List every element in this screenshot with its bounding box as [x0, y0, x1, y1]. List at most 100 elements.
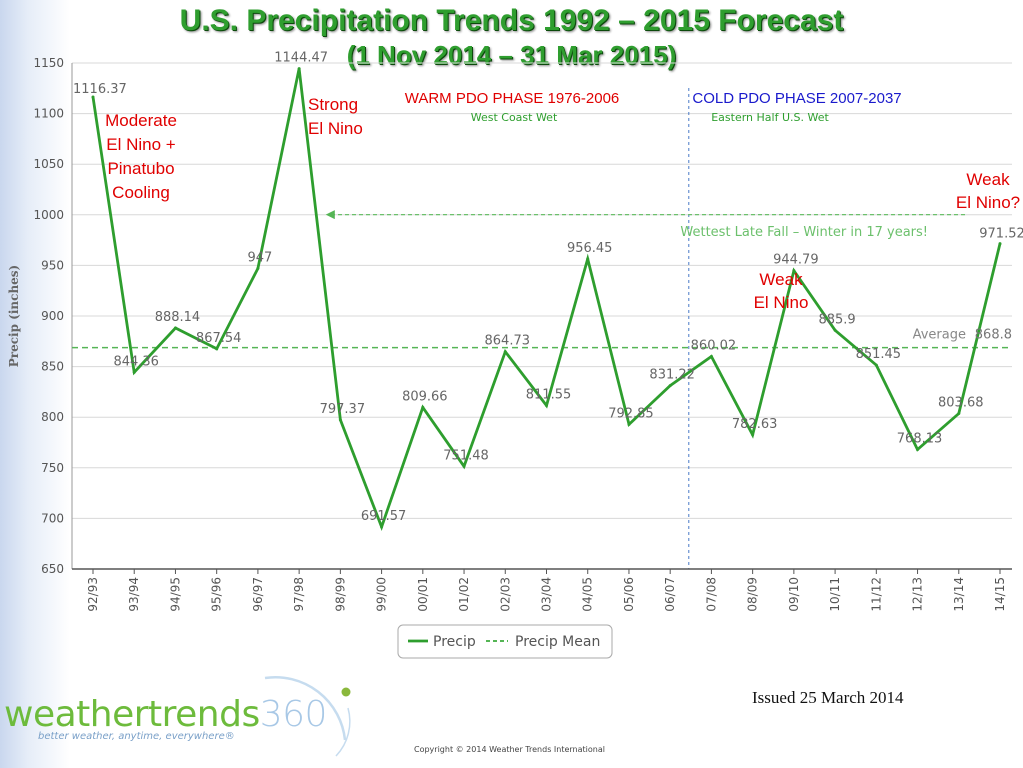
y-tick-label: 800 [41, 410, 64, 424]
logo-word: weathertrends [4, 694, 260, 735]
x-tick-label: 94/95 [168, 577, 182, 612]
y-tick-label: 850 [41, 360, 64, 374]
annotation-strong-el-nino: Strong [308, 95, 358, 114]
wettest-annotation: Wettest Late Fall – Winter in 17 years! [680, 225, 928, 240]
annotation-weak-el-nino: El Nino [754, 293, 809, 312]
precip-point [586, 257, 590, 261]
x-tick-label: 10/11 [828, 577, 842, 612]
data-label: 803.68 [938, 395, 984, 410]
precip-point [338, 418, 342, 422]
precip-series-line [91, 68, 1002, 531]
x-tick-label: 13/14 [952, 577, 966, 612]
precip-point [874, 363, 878, 367]
x-tick-label: 99/00 [375, 577, 389, 612]
data-label: 691.57 [361, 509, 407, 524]
x-tick-label: 96/97 [251, 577, 265, 612]
y-tick-label: 1000 [33, 208, 64, 222]
precip-point [792, 269, 796, 273]
warm-pdo-sub-label: West Coast Wet [471, 111, 558, 124]
data-label: 831.22 [649, 368, 695, 383]
y-tick-label: 950 [41, 258, 64, 272]
data-label: 792.85 [608, 406, 654, 421]
annotation-strong-el-nino: El Nino [308, 119, 363, 138]
logo-number: 360 [259, 694, 328, 735]
legend-precip-label: Precip [433, 634, 476, 650]
precip-point [833, 328, 837, 332]
cold-pdo-phase-label: COLD PDO PHASE 2007-2037 [692, 90, 901, 107]
precip-point [462, 464, 466, 468]
precip-point [916, 447, 920, 451]
chart-subtitle: (1 Nov 2014 – 31 Mar 2015) [346, 40, 677, 70]
data-label: 844.36 [113, 354, 159, 369]
precip-point [132, 370, 136, 374]
precip-point [380, 525, 384, 529]
data-label: 888.14 [155, 310, 201, 325]
annotation-weak-el-nino: Weak [759, 270, 803, 289]
annotation-moderate-el-nino: El Nino + [106, 135, 176, 154]
annotation-weak-el-nino-2015: Weak [966, 170, 1010, 189]
data-label: 797.37 [320, 402, 366, 417]
x-tick-label: 03/04 [540, 577, 554, 612]
annotation-moderate-el-nino: Pinatubo [107, 159, 174, 178]
x-tick-label: 09/10 [787, 577, 801, 612]
issued-date: Issued 25 March 2014 [752, 688, 904, 707]
y-tick-label: 1100 [33, 107, 64, 121]
x-tick-label: 93/94 [127, 577, 141, 612]
data-label: 811.55 [526, 388, 572, 403]
y-tick-label: 1150 [33, 56, 64, 70]
data-label: 944.79 [773, 253, 819, 268]
precip-point [91, 95, 95, 99]
precip-point [627, 422, 631, 426]
annotation-weak-el-nino-2015: El Nino? [956, 193, 1020, 212]
legend-box [397, 624, 613, 659]
data-label: 1116.37 [73, 82, 127, 97]
x-tick-label: 92/93 [86, 577, 100, 612]
data-label: 1144.47 [274, 51, 328, 66]
x-tick-label: 08/09 [746, 577, 760, 612]
data-label: 864.73 [485, 334, 531, 349]
data-label: 860.02 [691, 338, 737, 353]
x-tick-label: 14/15 [993, 577, 1007, 612]
x-tick-label: 11/12 [869, 577, 883, 612]
x-tick-label: 05/06 [622, 577, 636, 612]
precip-point [668, 384, 672, 388]
precip-point [957, 411, 961, 415]
legend-mean-label: Precip Mean [515, 634, 600, 650]
x-tick-label: 01/02 [457, 577, 471, 612]
logo: weathertrends360 [4, 694, 327, 735]
data-label: 956.45 [567, 241, 613, 256]
x-tick-label: 00/01 [416, 577, 430, 612]
x-tick-label: 97/98 [292, 577, 306, 612]
x-tick-label: 98/99 [333, 577, 347, 612]
precip-point [256, 266, 260, 270]
x-tick-label: 95/96 [210, 577, 224, 612]
y-tick-label: 650 [41, 562, 64, 576]
y-tick-label: 700 [41, 511, 64, 525]
x-tick-label: 04/05 [581, 577, 595, 612]
y-tick-label: 750 [41, 461, 64, 475]
y-tick-label: 1050 [33, 157, 64, 171]
annotation-moderate-el-nino: Moderate [105, 111, 177, 130]
logo-arc-icon [264, 676, 351, 757]
precip-point [751, 433, 755, 437]
data-label: 867.54 [196, 331, 242, 346]
data-label: 971.52 [979, 227, 1023, 242]
precip-point [421, 405, 425, 409]
data-label: 768.13 [897, 431, 943, 446]
mean-value-label: 868.8 [975, 328, 1012, 343]
precip-point [709, 354, 713, 358]
x-tick-label: 06/07 [663, 577, 677, 612]
logo-tagline: better weather, anytime, everywhere® [38, 731, 235, 742]
precip-point [173, 326, 177, 330]
precip-point [998, 242, 1002, 246]
x-tick-label: 02/03 [498, 577, 512, 612]
data-label: 885.9 [818, 312, 855, 327]
copyright-notice: Copyright © 2014 Weather Trends Internat… [414, 745, 605, 754]
precip-point [545, 404, 548, 408]
warm-pdo-phase-label: WARM PDO PHASE 1976-2006 [405, 90, 620, 107]
chart-title: U.S. Precipitation Trends 1992 – 2015 Fo… [179, 4, 844, 37]
y-tick-label: 900 [41, 309, 64, 323]
precip-point [215, 347, 219, 351]
data-label: 947 [247, 250, 272, 265]
